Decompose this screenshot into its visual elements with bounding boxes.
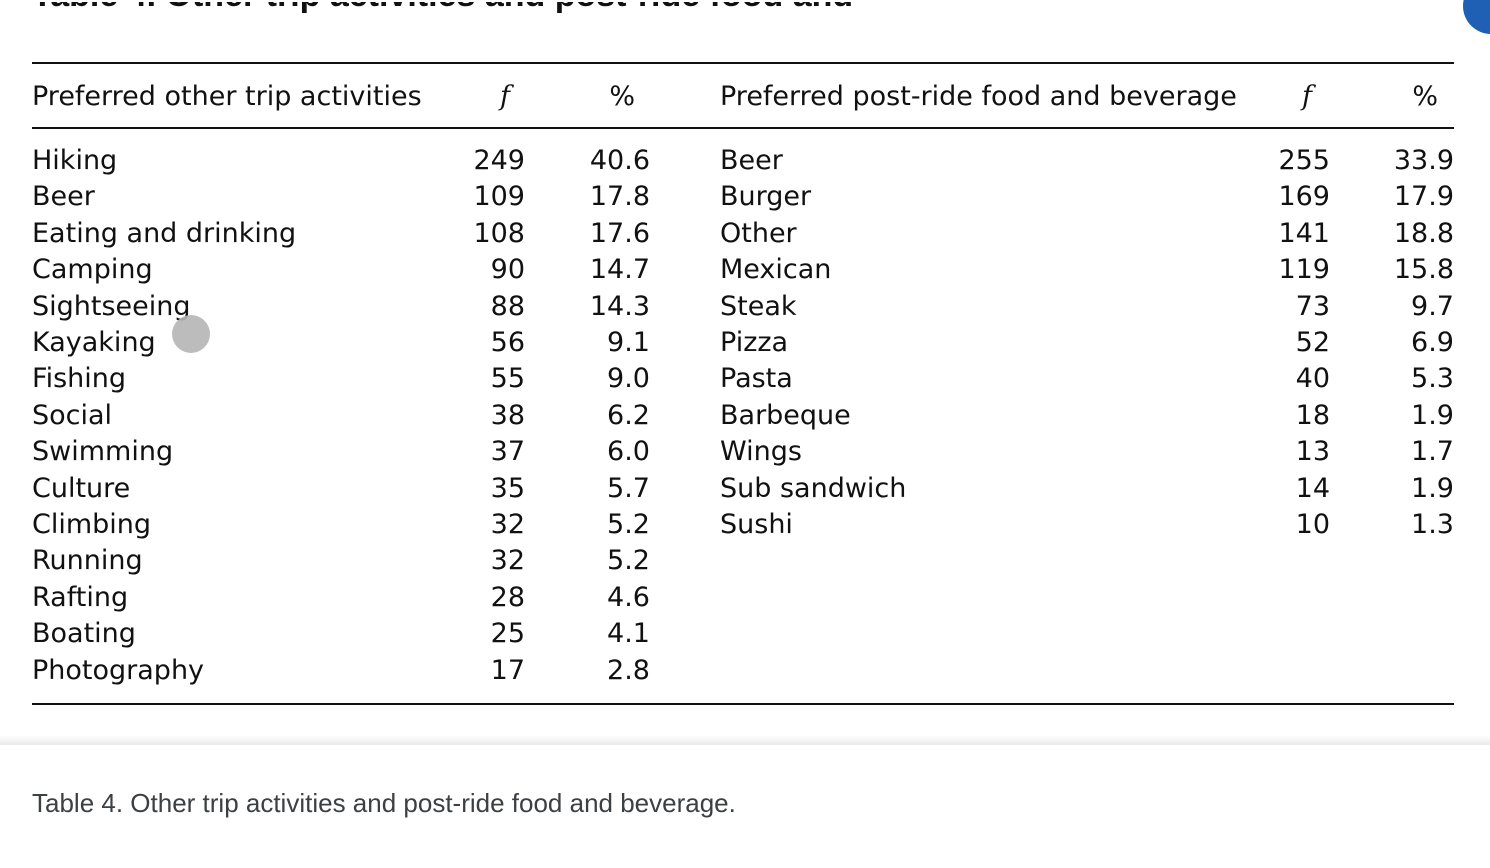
activities-name: Climbing: [32, 509, 152, 540]
food-f: 18: [1295, 400, 1330, 431]
caption-panel: Table 4. Other trip activities and post-…: [0, 745, 1490, 868]
food-pct: 6.9: [1411, 327, 1454, 358]
activities-name: Boating: [32, 618, 136, 649]
food-name: Barbeque: [720, 400, 851, 431]
food-name: Other: [720, 218, 797, 249]
table-header-rule: [32, 127, 1454, 129]
activities-name: Camping: [32, 254, 153, 285]
food-f: 255: [1278, 145, 1330, 176]
activities-name: Running: [32, 545, 143, 576]
activities-pct: 5.2: [607, 545, 650, 576]
food-name: Mexican: [720, 254, 832, 285]
food-pct: 17.9: [1393, 181, 1454, 212]
activities-f: 25: [490, 618, 525, 649]
panel-shadow: [0, 735, 1490, 747]
food-pct: 9.7: [1411, 291, 1454, 322]
food-pct: 15.8: [1393, 254, 1454, 285]
activities-pct: 9.0: [607, 363, 650, 394]
activities-f: 88: [490, 291, 525, 322]
food-pct: 5.3: [1411, 363, 1454, 394]
activities-name: Hiking: [32, 145, 118, 176]
activities-pct: 14.3: [589, 291, 650, 322]
activities-pct: 6.2: [607, 400, 650, 431]
activities-f: 17: [490, 655, 525, 686]
food-pct: 1.9: [1411, 473, 1454, 504]
food-f: 169: [1278, 181, 1330, 212]
food-pct: 1.3: [1411, 509, 1454, 540]
activities-f: 32: [490, 545, 525, 576]
activities-pct: 40.6: [589, 145, 650, 176]
activities-f: 90: [490, 254, 525, 285]
table-caption: Table 4. Other trip activities and post-…: [32, 788, 736, 818]
food-name: Pizza: [720, 327, 789, 358]
food-f: 119: [1278, 254, 1330, 285]
activities-name: Eating and drinking: [32, 218, 297, 249]
food-name: Pasta: [720, 363, 793, 394]
activities-name: Photography: [32, 655, 205, 686]
food-pct: 33.9: [1393, 145, 1454, 176]
food-name: Sub sandwich: [720, 473, 907, 504]
food-f: 73: [1295, 291, 1330, 322]
activities-pct: 17.8: [589, 181, 650, 212]
activities-f: 56: [490, 327, 525, 358]
food-name: Beer: [720, 145, 783, 176]
header-activities-f: f: [500, 81, 510, 112]
table-top-rule: [32, 62, 1454, 64]
food-name: Steak: [720, 291, 797, 322]
activities-pct: 6.0: [607, 436, 650, 467]
activities-name: Swimming: [32, 436, 174, 467]
activities-pct: 4.6: [607, 582, 650, 613]
food-rows: Beer 255 33.9 Burger 169 17.9 Other 141 18.8 Mexi…: [720, 145, 1454, 540]
activities-rows: Hiking 249 40.6 Beer 109 17.8 Eating and drink…: [32, 145, 650, 686]
activities-f: 108: [473, 218, 525, 249]
activities-name: Sightseeing: [32, 291, 191, 322]
activities-f: 32: [490, 509, 525, 540]
food-name: Wings: [720, 436, 802, 467]
header-activities: Preferred other trip activities: [32, 81, 422, 112]
activities-f: 37: [490, 436, 525, 467]
activities-name: Beer: [32, 181, 95, 212]
food-f: 52: [1295, 327, 1330, 358]
activities-f: 109: [473, 181, 525, 212]
food-f: 14: [1295, 473, 1330, 504]
food-f: 40: [1295, 363, 1330, 394]
header-food-f: f: [1302, 81, 1312, 112]
table-title-text: Table 4. Other trip activities and post-…: [32, 2, 852, 15]
activities-name: Kayaking: [32, 327, 156, 358]
touch-cursor-indicator: [172, 315, 210, 353]
activities-name: Social: [32, 400, 113, 431]
activities-name: Culture: [32, 473, 131, 504]
header-activities-pct: %: [609, 81, 635, 112]
food-name: Burger: [720, 181, 812, 212]
activities-pct: 5.2: [607, 509, 650, 540]
activities-pct: 5.7: [607, 473, 650, 504]
header-food-pct: %: [1412, 81, 1438, 112]
food-pct: 18.8: [1393, 218, 1454, 249]
activities-name: Fishing: [32, 363, 126, 394]
activities-pct: 9.1: [607, 327, 650, 358]
table-title-cropped: Table 4. Other trip activities and post-…: [32, 2, 852, 42]
activities-pct: 2.8: [607, 655, 650, 686]
table-image: Table 4. Other trip activities and post-…: [32, 0, 1490, 705]
activities-name: Rafting: [32, 582, 129, 613]
activities-f: 28: [490, 582, 525, 613]
food-f: 141: [1278, 218, 1330, 249]
header-food: Preferred post-ride food and beverage: [720, 81, 1237, 112]
activities-f: 249: [473, 145, 525, 176]
food-pct: 1.7: [1411, 436, 1454, 467]
activities-pct: 17.6: [589, 218, 650, 249]
food-f: 10: [1295, 509, 1330, 540]
activities-f: 55: [490, 363, 525, 394]
activities-f: 38: [490, 400, 525, 431]
activities-pct: 14.7: [589, 254, 650, 285]
activities-f: 35: [490, 473, 525, 504]
food-f: 13: [1295, 436, 1330, 467]
food-pct: 1.9: [1411, 400, 1454, 431]
food-name: Sushi: [720, 509, 793, 540]
table-bottom-rule: [32, 703, 1454, 705]
activities-pct: 4.1: [607, 618, 650, 649]
